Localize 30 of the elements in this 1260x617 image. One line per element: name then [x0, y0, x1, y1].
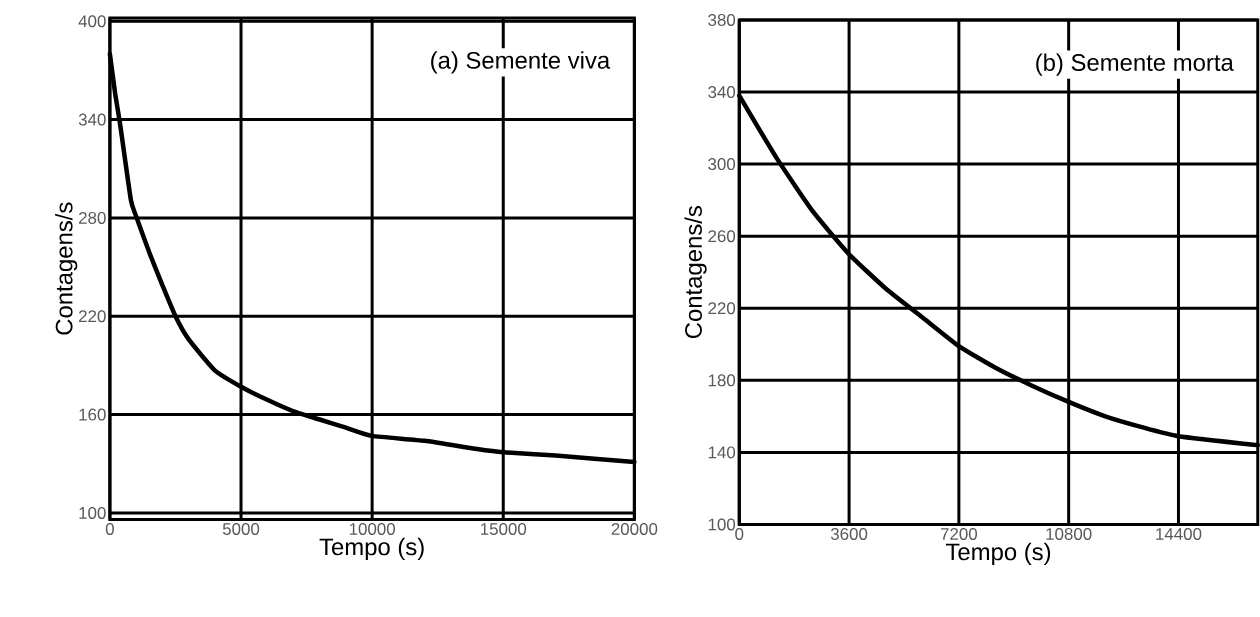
y-tick-label: 140	[708, 446, 736, 459]
x-tick-label: 7200	[940, 527, 978, 540]
y-tick-label: 280	[79, 211, 106, 224]
y-tick-label: 340	[708, 85, 736, 98]
y-tick-label: 380	[708, 13, 736, 26]
y-tick-label: 400	[78, 15, 106, 28]
y-tick-label: 340	[78, 113, 106, 126]
annotation: (b) Semente morta	[1036, 53, 1234, 76]
y-tick-label: 300	[708, 157, 736, 170]
x-tick-label: 3600	[830, 527, 868, 540]
x-axis-title: Tempo (s)	[945, 542, 1051, 565]
x-axis-title: Tempo (s)	[319, 537, 424, 560]
y-tick-label: 260	[708, 230, 736, 242]
y-tick-label: 100	[79, 506, 106, 519]
y-tick-label: 100	[708, 518, 736, 531]
x-tick-label: 0	[105, 522, 114, 535]
y-tick-label: 180	[708, 374, 736, 387]
x-tick-label: 10800	[1046, 527, 1092, 540]
x-tick-label: 20000	[611, 522, 658, 535]
annotation: (a) Semente viva	[431, 51, 611, 74]
x-tick-label: 5000	[222, 522, 260, 535]
y-tick-label: 220	[708, 302, 736, 315]
y-tick-label: 220	[79, 310, 106, 323]
x-tick-label: 14400	[1156, 527, 1202, 540]
y-axis-title: Contagens/s	[55, 202, 78, 335]
y-axis-title: Contagens/s	[684, 205, 707, 338]
x-tick-label: 0	[735, 527, 744, 540]
x-tick-label: 10000	[349, 522, 395, 535]
y-tick-label: 160	[79, 408, 106, 421]
x-tick-label: 15000	[481, 522, 527, 535]
